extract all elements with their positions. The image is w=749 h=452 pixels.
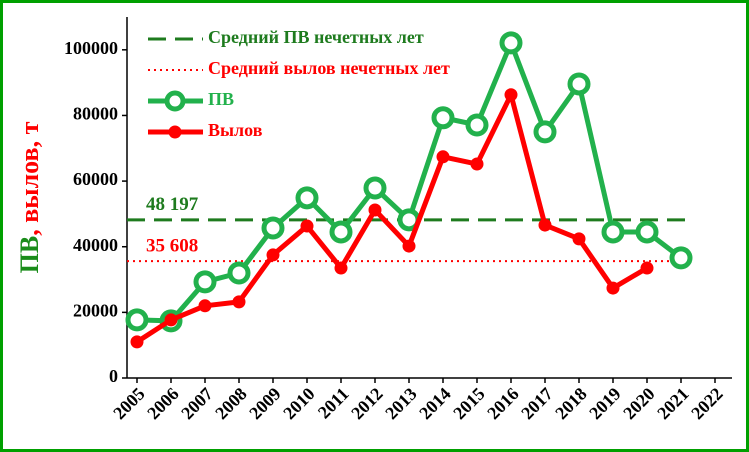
- data-point: [572, 232, 586, 246]
- data-point: [368, 203, 382, 217]
- data-point: [329, 220, 353, 244]
- data-point: [193, 270, 217, 294]
- series-line: [135, 92, 649, 344]
- legend-marker: [164, 90, 186, 112]
- data-point: [266, 248, 280, 262]
- y-tick-label: 20000: [73, 300, 118, 320]
- legend-marker: [168, 125, 182, 139]
- data-point: [295, 186, 319, 210]
- data-point: [261, 216, 285, 240]
- y-tick-label: 0: [109, 366, 118, 386]
- y-axis-title-part: ПВ: [15, 236, 44, 274]
- y-tick-label: 60000: [73, 169, 118, 189]
- data-point: [499, 31, 523, 55]
- data-point: [125, 308, 149, 332]
- data-point: [431, 106, 455, 130]
- data-point: [601, 220, 625, 244]
- data-point: [436, 150, 450, 164]
- legend-label: ПВ: [208, 89, 234, 109]
- data-point: [504, 88, 518, 102]
- data-point: [538, 218, 552, 232]
- data-point: [567, 72, 591, 96]
- data-point: [232, 295, 246, 309]
- reference-label: 48 197: [146, 194, 199, 215]
- legend-label: Вылов: [208, 120, 263, 140]
- data-point: [669, 246, 693, 270]
- legend-label: Средний вылов нечетных лет: [208, 58, 450, 78]
- data-point: [465, 113, 489, 137]
- data-point: [363, 176, 387, 200]
- data-point: [470, 157, 484, 171]
- y-tick-label: 80000: [73, 104, 118, 124]
- data-point: [130, 335, 144, 349]
- data-point: [640, 261, 654, 275]
- data-point: [198, 299, 212, 313]
- data-point: [606, 281, 620, 295]
- data-point: [635, 220, 659, 244]
- y-tick-label: 40000: [73, 235, 118, 255]
- data-point: [300, 219, 314, 233]
- data-point: [533, 120, 557, 144]
- y-tick-label: 100000: [64, 38, 118, 58]
- data-point: [227, 261, 251, 285]
- data-point: [334, 261, 348, 275]
- legend-label: Средний ПВ нечетных лет: [208, 27, 424, 47]
- reference-label: 35 608: [146, 236, 198, 257]
- y-axis-title: ПВ, вылов, т: [15, 121, 44, 273]
- data-point: [164, 313, 178, 327]
- y-axis-title-part: , вылов, т: [15, 121, 44, 235]
- data-point: [402, 239, 416, 253]
